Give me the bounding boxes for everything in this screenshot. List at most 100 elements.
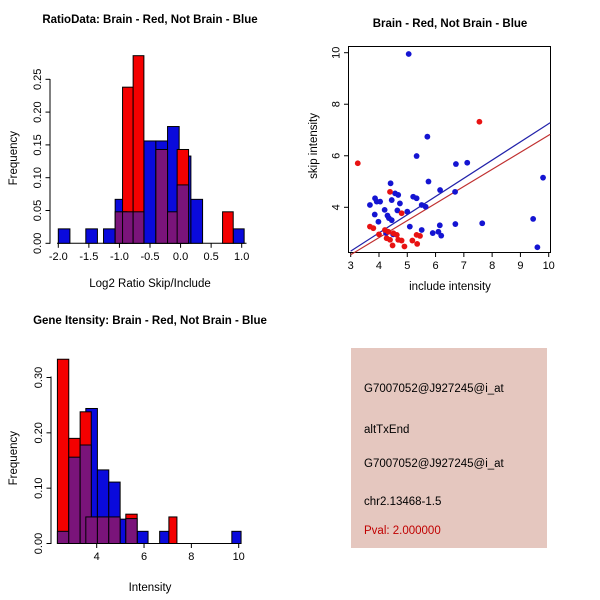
y-tick-label: 0.25 bbox=[32, 69, 44, 90]
ratio-histogram-plot: -2.0 -1.5 -1.0 -0.5 0.0 0.5 1.0 0.00 0.05 0.10 0.1… bbox=[32, 55, 249, 263]
data-point-blue bbox=[530, 215, 537, 222]
event-type-text: altTxEnd bbox=[364, 424, 410, 436]
data-point-blue bbox=[413, 195, 420, 202]
data-point-red bbox=[414, 240, 421, 247]
intensity-histogram-plot: 4 6 8 10 0.00 0.10 0.20 0.30 bbox=[33, 358, 245, 563]
x-tick-label: 5 bbox=[404, 260, 410, 272]
data-point-blue bbox=[452, 221, 459, 227]
histogram-bar-overlap bbox=[56, 530, 70, 544]
intensity-histogram-title: Gene Itensity: Brain - Red, Not Brain - … bbox=[33, 315, 267, 327]
data-point-red bbox=[417, 233, 423, 239]
data-point-blue bbox=[388, 197, 395, 203]
scatter-plot: 3 4 5 6 7 8 9 10 4 6 8 10 bbox=[331, 46, 555, 272]
x-tick-label: 0.0 bbox=[173, 251, 188, 263]
data-point-blue bbox=[453, 161, 459, 167]
y-tick-label: 8 bbox=[331, 101, 343, 107]
gene-id-text: G7007052@J927245@i_at bbox=[364, 458, 504, 470]
data-point-red bbox=[409, 237, 416, 244]
y-tick-label: 0.10 bbox=[33, 477, 45, 498]
x-tick-label: -2.0 bbox=[49, 251, 68, 263]
data-point-blue bbox=[534, 244, 541, 251]
x-tick-label: 6 bbox=[432, 260, 438, 272]
y-tick-label: 0.05 bbox=[32, 200, 44, 221]
histogram-bar-blue bbox=[190, 198, 204, 244]
panel-gene-info: G7007052@J927245@i_at altTxEnd G7007052@… bbox=[300, 300, 600, 600]
y-tick-label: 0.10 bbox=[32, 167, 44, 188]
data-point-blue bbox=[367, 202, 373, 208]
data-point-blue bbox=[540, 174, 546, 181]
pval-text: Pval: 2.000000 bbox=[364, 525, 441, 537]
histogram-bar-blue bbox=[231, 530, 242, 544]
histogram-bar-overlap bbox=[122, 211, 134, 244]
histogram-bar-overlap bbox=[176, 184, 190, 244]
data-point-blue bbox=[452, 188, 458, 195]
data-point-blue bbox=[406, 223, 413, 230]
data-point-blue bbox=[404, 208, 411, 215]
panel-intensity-histogram: 4 6 8 10 0.00 0.10 0.20 0.30 Gene Itensity: Bra… bbox=[0, 300, 300, 600]
intensity-histogram-xlabel: Intensity bbox=[128, 582, 172, 594]
x-tick-label: 8 bbox=[489, 260, 495, 272]
locus-text: chr2.13468-1.5 bbox=[364, 496, 442, 508]
x-tick-label: 7 bbox=[461, 260, 467, 272]
x-tick-label: 9 bbox=[517, 260, 523, 272]
histogram-bar-red bbox=[56, 358, 70, 544]
ratio-histogram-ylabel: Frequency bbox=[8, 131, 20, 186]
y-tick-label: 0.00 bbox=[33, 533, 45, 554]
data-point-blue bbox=[388, 217, 395, 224]
y-tick-label: 0.20 bbox=[32, 101, 44, 122]
histogram-bar-blue bbox=[136, 530, 149, 544]
y-tick-label: 10 bbox=[331, 47, 343, 59]
x-tick-label: 4 bbox=[94, 551, 100, 563]
data-point-blue bbox=[387, 180, 394, 187]
data-point-red bbox=[387, 236, 393, 243]
data-point-red bbox=[354, 160, 361, 167]
data-point-blue bbox=[375, 218, 382, 225]
histogram-bar-overlap bbox=[85, 516, 98, 545]
data-point-blue bbox=[436, 222, 443, 229]
histogram-bar-blue bbox=[103, 228, 116, 244]
x-tick-label: 4 bbox=[376, 260, 382, 272]
y-tick-label: 4 bbox=[331, 204, 343, 210]
scatter-title: Brain - Red, Not Brain - Blue bbox=[372, 18, 528, 30]
histogram-bar-blue bbox=[232, 228, 245, 244]
data-point-blue bbox=[394, 207, 401, 214]
y-tick-label: 0.30 bbox=[33, 367, 45, 388]
data-point-red bbox=[376, 231, 382, 238]
data-point-blue bbox=[464, 159, 471, 166]
x-tick-label: 10 bbox=[233, 551, 245, 563]
data-point-blue bbox=[397, 200, 403, 207]
data-point-red bbox=[398, 210, 405, 217]
data-point-blue bbox=[413, 153, 420, 159]
data-point-blue bbox=[405, 51, 412, 57]
x-tick-label: 10 bbox=[543, 260, 555, 272]
data-point-red bbox=[387, 188, 393, 195]
data-point-red bbox=[393, 231, 400, 238]
x-tick-label: 8 bbox=[188, 551, 194, 563]
gene-info-box: G7007052@J927245@i_at altTxEnd G7007052@… bbox=[351, 348, 547, 548]
data-point-red bbox=[370, 225, 377, 232]
histogram-bar-overlap bbox=[108, 516, 121, 545]
x-tick-label: 0.5 bbox=[203, 251, 218, 263]
x-tick-label: 6 bbox=[141, 551, 147, 563]
x-tick-label: 1.0 bbox=[234, 251, 249, 263]
y-tick-label: 0.15 bbox=[32, 134, 44, 155]
data-point-blue bbox=[371, 211, 378, 218]
ratio-histogram-xlabel: Log2 Ratio Skip/Include bbox=[89, 278, 211, 290]
data-point-red bbox=[401, 243, 408, 250]
data-point-red bbox=[476, 118, 483, 125]
histogram-bar-blue bbox=[159, 530, 170, 544]
y-tick-label: 6 bbox=[331, 153, 343, 159]
scatter-ylabel: skip intensity bbox=[308, 113, 320, 179]
data-point-blue bbox=[422, 203, 429, 210]
data-point-blue bbox=[429, 230, 436, 236]
x-tick-label: -0.5 bbox=[141, 251, 160, 263]
histogram-bar-overlap bbox=[132, 211, 145, 244]
x-tick-label: -1.5 bbox=[79, 251, 98, 263]
probe-id-text: G7007052@J927245@i_at bbox=[364, 383, 504, 395]
data-point-blue bbox=[395, 192, 402, 198]
data-point-blue bbox=[425, 178, 432, 185]
data-point-blue bbox=[418, 227, 425, 233]
data-point-blue bbox=[424, 133, 431, 140]
panel-ratio-histogram: -2.0 -1.5 -1.0 -0.5 0.0 0.5 1.0 0.00 0.05 0.10 0.1… bbox=[0, 0, 300, 300]
